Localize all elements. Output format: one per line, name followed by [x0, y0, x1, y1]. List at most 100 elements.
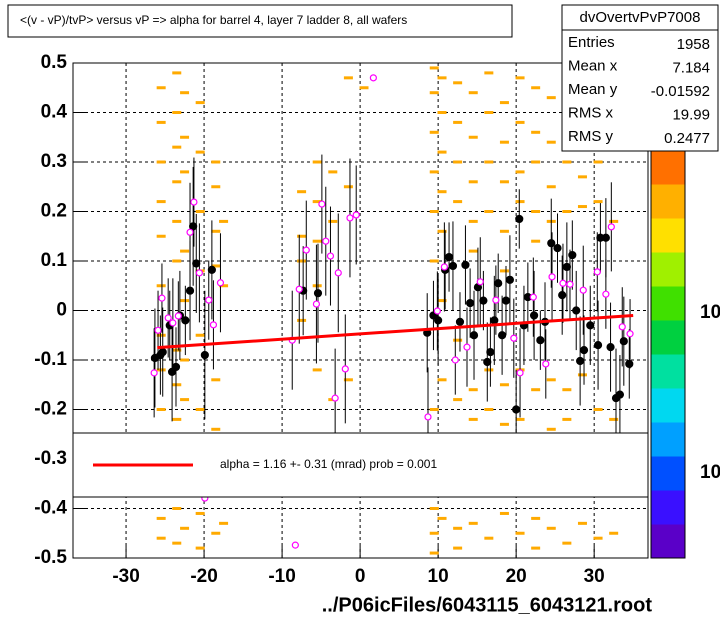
hist-cell	[156, 86, 166, 90]
hist-cell	[297, 190, 307, 194]
hist-cell	[484, 160, 494, 164]
point	[169, 319, 177, 327]
stats-label: Mean x	[568, 57, 618, 74]
hist-cell	[577, 175, 587, 179]
hist-cell	[180, 91, 190, 95]
point	[312, 300, 321, 308]
point	[291, 541, 299, 549]
point	[334, 269, 342, 277]
y-tick-label: -0.2	[34, 399, 67, 420]
hist-cell	[468, 91, 478, 95]
y-tick-label: 0.1	[41, 250, 68, 271]
point	[205, 296, 213, 304]
point	[209, 321, 218, 329]
point	[455, 317, 465, 326]
fit-line	[157, 313, 634, 350]
point	[331, 394, 339, 402]
hist-cell	[437, 150, 447, 154]
hist-cell	[429, 259, 439, 263]
point	[158, 294, 166, 302]
point	[542, 360, 550, 368]
palette-cell	[651, 354, 685, 389]
hist-cell	[515, 417, 525, 421]
hist-cell	[562, 417, 572, 421]
point	[164, 314, 172, 322]
hist-cell	[172, 180, 182, 184]
hist-cell	[180, 526, 190, 530]
point	[576, 356, 585, 366]
hist-cell	[484, 408, 494, 411]
hist-cell	[429, 507, 439, 510]
point	[566, 280, 574, 288]
y-tick-label: -0.1	[34, 349, 67, 370]
hist-cell	[172, 219, 182, 223]
hist-cell	[156, 333, 166, 337]
hist-cell	[468, 521, 478, 525]
y-tick-label: 0.3	[41, 151, 67, 172]
hist-cell	[180, 170, 190, 174]
hist-cell	[484, 210, 494, 213]
hist-cell	[453, 398, 463, 402]
hist-cell	[499, 140, 509, 144]
hist-cell	[515, 170, 525, 174]
hist-cell	[609, 417, 619, 421]
hist-cell	[499, 229, 509, 233]
hist-cell	[297, 234, 307, 238]
point	[602, 290, 610, 298]
hist-cell	[609, 219, 619, 223]
point	[606, 343, 615, 352]
point	[195, 269, 203, 277]
hist-cell	[195, 546, 205, 550]
palette-cell	[651, 456, 685, 491]
hist-cell	[531, 210, 541, 213]
hist-cell	[453, 526, 463, 530]
hist-cell	[297, 259, 307, 263]
x-tick-label: -20	[190, 566, 217, 587]
palette-cell	[651, 422, 685, 457]
title-box	[7, 4, 513, 38]
hist-cell	[429, 170, 439, 174]
hist-cell	[172, 383, 182, 387]
point	[200, 350, 209, 360]
point	[593, 341, 603, 350]
point	[593, 268, 601, 276]
point	[451, 356, 459, 364]
point	[501, 296, 511, 305]
hist-cell	[562, 541, 572, 545]
hist-cell	[219, 284, 229, 288]
hist-cell	[172, 417, 182, 421]
hist-cell	[429, 551, 439, 555]
point	[216, 279, 225, 287]
hist-cell	[515, 76, 525, 80]
palette-cell	[651, 150, 685, 185]
hist-cell	[156, 234, 166, 238]
point	[626, 330, 634, 338]
hist-cell	[531, 516, 541, 520]
hist-cell	[211, 427, 221, 431]
point	[463, 343, 471, 351]
stats-value: 1958	[677, 36, 710, 53]
x-tick-label: 20	[506, 566, 527, 587]
point	[607, 223, 615, 231]
hist-cell	[156, 536, 166, 540]
hist-cell	[172, 71, 182, 75]
point	[562, 262, 571, 272]
chart-title: <(v - vP)/tvP> versus vP => alpha for ba…	[20, 13, 407, 27]
point	[433, 307, 441, 315]
hist-cell	[429, 66, 439, 70]
x-tick-label: -10	[268, 566, 295, 587]
point	[171, 362, 181, 372]
y-tick-label: -0.3	[34, 448, 67, 469]
hist-cell	[359, 86, 369, 90]
x-tick-label: 10	[428, 566, 449, 587]
palette-cell	[651, 252, 685, 287]
x-tick-label: 0	[355, 566, 366, 587]
hist-cell	[156, 408, 166, 411]
hist-cell	[577, 521, 587, 525]
hist-cell	[562, 388, 572, 392]
point	[490, 316, 499, 325]
point	[536, 336, 545, 345]
hist-cell	[546, 378, 556, 382]
point	[568, 250, 577, 260]
point	[529, 311, 539, 320]
